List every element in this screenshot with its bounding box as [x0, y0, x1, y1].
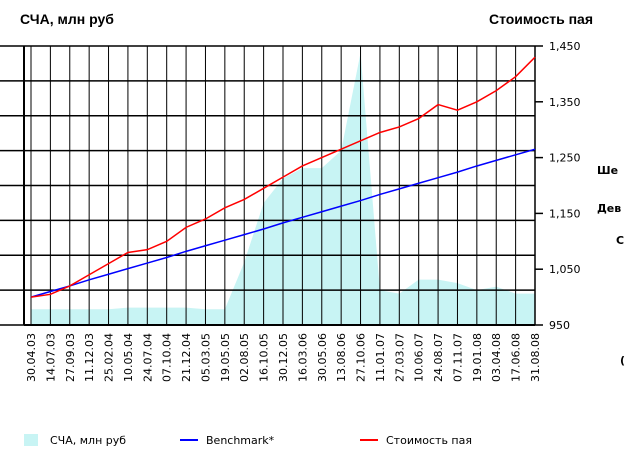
x-tick-label: 16.10.05: [258, 333, 271, 382]
x-tick-label: 17.06.08: [510, 333, 523, 382]
x-tick-label: 21.12.04: [180, 333, 193, 382]
x-tick-label: 27.10.06: [355, 333, 368, 382]
fragment: С: [616, 234, 624, 247]
x-tick-label: 31.08.08: [529, 333, 542, 382]
x-tick-label: 25.02.04: [103, 333, 116, 382]
fragment: Ше: [597, 164, 618, 177]
x-tick-label: 30.12.05: [277, 333, 290, 382]
right-axis-title: Стоимость пая: [489, 11, 593, 27]
x-tick-label: 07.11.07: [451, 333, 464, 382]
fragment: (: [620, 354, 625, 367]
y2-tick-label: 1,250: [549, 152, 581, 165]
y2-tick-label: 1,350: [549, 96, 581, 109]
x-tick-label: 30.04.03: [25, 333, 38, 382]
y2-tick-label: 1,150: [549, 207, 581, 220]
y2-tick-label: 950: [549, 319, 570, 332]
x-tick-label: 10.06.07: [413, 333, 426, 382]
x-tick-label: 24.08.07: [432, 333, 445, 382]
x-tick-label: 24.07.04: [141, 333, 154, 382]
x-tick-label: 13.08.06: [335, 333, 348, 382]
legend-label: СЧА, млн руб: [50, 434, 126, 447]
x-tick-label: 19.01.08: [471, 333, 484, 382]
legend-label: Benchmark*: [206, 434, 275, 447]
x-tick-label: 14.07.03: [44, 333, 57, 382]
legend-swatch: [24, 434, 38, 446]
x-tick-label: 16.03.06: [296, 333, 309, 382]
line: [30, 148, 536, 298]
x-tick-label: 10.05.04: [122, 333, 135, 382]
x-tick-label: 19.05.05: [219, 333, 232, 382]
x-tick-label: 07.10.04: [161, 333, 174, 382]
x-tick-label: 27.03.07: [393, 333, 406, 382]
y2-tick-label: 1,050: [549, 263, 581, 276]
y2-tick-label: 1,450: [549, 40, 581, 53]
x-tick-label: 30.05.06: [316, 333, 329, 382]
x-tick-label: 02.08.05: [238, 333, 251, 382]
left-axis-title: СЧА, млн руб: [20, 11, 114, 27]
x-tick-label: 03.04.08: [490, 333, 503, 382]
line: [30, 56, 536, 298]
x-tick-label: 27.09.03: [64, 333, 77, 382]
x-tick-label: 11.12.03: [83, 333, 96, 382]
legend-label: Стоимость пая: [386, 434, 472, 447]
fragment: Дев: [597, 202, 621, 215]
x-tick-label: 05.03.05: [199, 333, 212, 382]
x-tick-label: 11.01.07: [374, 333, 387, 382]
